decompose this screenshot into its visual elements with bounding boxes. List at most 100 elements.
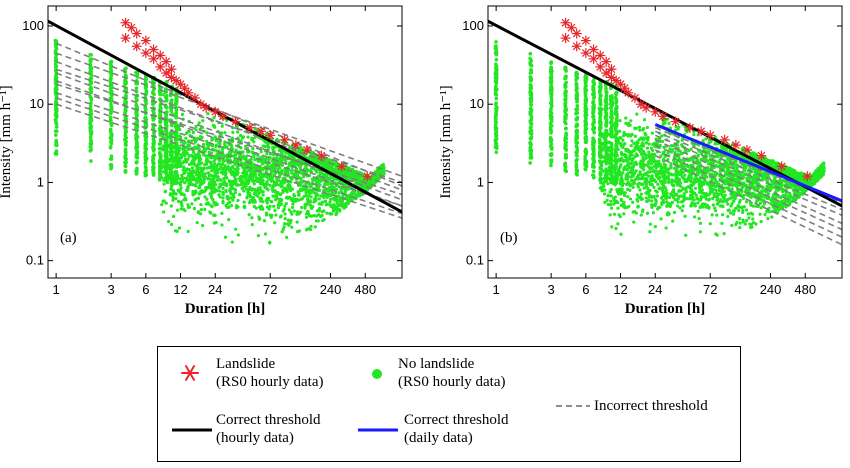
landslide-point <box>657 111 668 122</box>
legend-star-stroke <box>185 365 195 381</box>
legend: Landslide (RS0 hourly data) No landslide… <box>157 346 741 462</box>
incorrect-threshold-line <box>55 72 402 201</box>
panel-a: 1 3 6 12 24 72 240 480 0.1 1 10 100 (a) Duration [h] I… <box>0 5 403 317</box>
incorrect-threshold-line <box>654 144 842 231</box>
landslide-point <box>696 126 707 137</box>
landslide-point <box>244 122 255 133</box>
incorrect-threshold-line <box>55 103 402 219</box>
incorrect-threshold-lines <box>55 42 402 219</box>
landslide-points <box>120 17 373 182</box>
landslide-point <box>265 130 276 141</box>
landslide-point <box>629 93 640 104</box>
landslide-point <box>140 35 151 46</box>
y-tick-label: 10 <box>470 96 484 111</box>
legend-correct-daily-line2: (daily data) <box>404 430 473 446</box>
landslide-point <box>756 150 767 161</box>
legend-correct-hourly-line2: (hourly data) <box>216 430 294 446</box>
ticks <box>488 6 842 278</box>
x-axis-label: Duration [h] <box>185 301 265 317</box>
incorrect-threshold-line <box>55 42 402 187</box>
panel-label: (a) <box>60 230 77 246</box>
x-tick-label: 12 <box>613 282 627 297</box>
landslide-point <box>560 17 571 28</box>
landslide-point <box>336 161 347 172</box>
legend-correct-hourly-line1: Correct threshold <box>216 412 321 428</box>
x-tick-label: 12 <box>173 282 187 297</box>
plot-area <box>48 17 402 245</box>
x-tick-label: 480 <box>354 282 376 297</box>
landslide-point <box>131 41 142 52</box>
legend-no-landslide-line1: No landslide <box>398 356 475 372</box>
landslide-point <box>802 171 813 182</box>
landslide-point <box>601 56 612 67</box>
landslide-point <box>684 122 695 133</box>
x-tick-label: 24 <box>648 282 662 297</box>
landslide-point <box>560 33 571 44</box>
legend-landslide-line1: Landslide <box>216 356 276 372</box>
panel-b: 1 3 6 12 24 72 240 480 0.1 1 10 100 (b) Duration [h] I… <box>438 5 843 317</box>
legend-no-landslide-line2: (RS0 hourly data) <box>398 374 506 390</box>
plot-frame <box>487 5 843 279</box>
landslide-point <box>161 56 172 67</box>
y-tick-label: 1 <box>477 174 484 189</box>
landslide-point <box>120 17 131 28</box>
landslide-point <box>705 130 716 141</box>
landslide-point <box>217 111 228 122</box>
y-tick-label: 0.1 <box>466 253 484 268</box>
landslide-point <box>588 44 599 55</box>
x-tick-label: 6 <box>582 282 589 297</box>
legend-correct-hourly-label: Correct threshold (hourly data) <box>216 411 321 447</box>
legend-landslide-marker <box>181 365 199 381</box>
landslide-point <box>580 48 591 59</box>
landslide-point <box>195 99 206 110</box>
legend-incorrect-label: Incorrect threshold <box>594 397 708 415</box>
landslide-point <box>279 134 290 145</box>
landslide-point <box>120 33 131 44</box>
x-tick-label: 6 <box>142 282 149 297</box>
landslide-point <box>362 171 373 182</box>
landslide-point <box>719 134 730 145</box>
incorrect-threshold-line <box>654 127 842 204</box>
landslide-point <box>161 68 172 79</box>
landslide-point <box>290 140 301 151</box>
landslide-point <box>641 102 652 113</box>
incorrect-threshold-line <box>55 83 402 196</box>
incorrect-threshold-line <box>654 130 842 211</box>
legend-correct-hourly-marker <box>172 428 212 432</box>
landslide-point <box>189 93 200 104</box>
x-tick-label: 72 <box>703 282 717 297</box>
x-tick-label: 24 <box>208 282 222 297</box>
x-tick-label: 3 <box>108 282 115 297</box>
x-tick-label: 3 <box>548 282 555 297</box>
landslide-point <box>650 106 661 117</box>
x-tick-label: 480 <box>794 282 816 297</box>
landslide-point <box>742 144 753 155</box>
x-tick-label: 240 <box>760 282 782 297</box>
incorrect-threshold-line <box>55 79 402 207</box>
legend-incorrect-marker <box>556 405 590 407</box>
legend-correct-daily-label: Correct threshold (daily data) <box>404 411 509 447</box>
landslide-point <box>580 35 591 46</box>
legend-correct-daily-line1: Correct threshold <box>404 412 509 428</box>
x-tick-label: 1 <box>493 282 500 297</box>
landslide-point <box>595 50 606 61</box>
landslide-point <box>140 48 151 59</box>
landslide-point <box>316 150 327 161</box>
incorrect-threshold-lines <box>654 127 842 246</box>
landslide-point <box>776 161 787 172</box>
y-tick-label: 100 <box>22 18 44 33</box>
landslide-point <box>571 41 582 52</box>
x-tick-label: 240 <box>320 282 342 297</box>
landslide-point <box>571 28 582 39</box>
y-tick-label: 10 <box>30 96 44 111</box>
no-landslide-points <box>493 40 826 237</box>
x-tick-label: 72 <box>263 282 277 297</box>
y-axis-label: Intensity [mm h⁻¹] <box>438 85 454 198</box>
legend-landslide-label: Landslide (RS0 hourly data) <box>216 355 323 391</box>
x-axis-label: Duration [h] <box>625 301 705 317</box>
incorrect-threshold-line <box>654 149 842 238</box>
landslide-point <box>601 68 612 79</box>
legend-correct-daily-marker <box>358 428 398 432</box>
y-axis-label: Intensity [mm h⁻¹] <box>0 85 14 198</box>
incorrect-threshold-line <box>654 139 842 225</box>
